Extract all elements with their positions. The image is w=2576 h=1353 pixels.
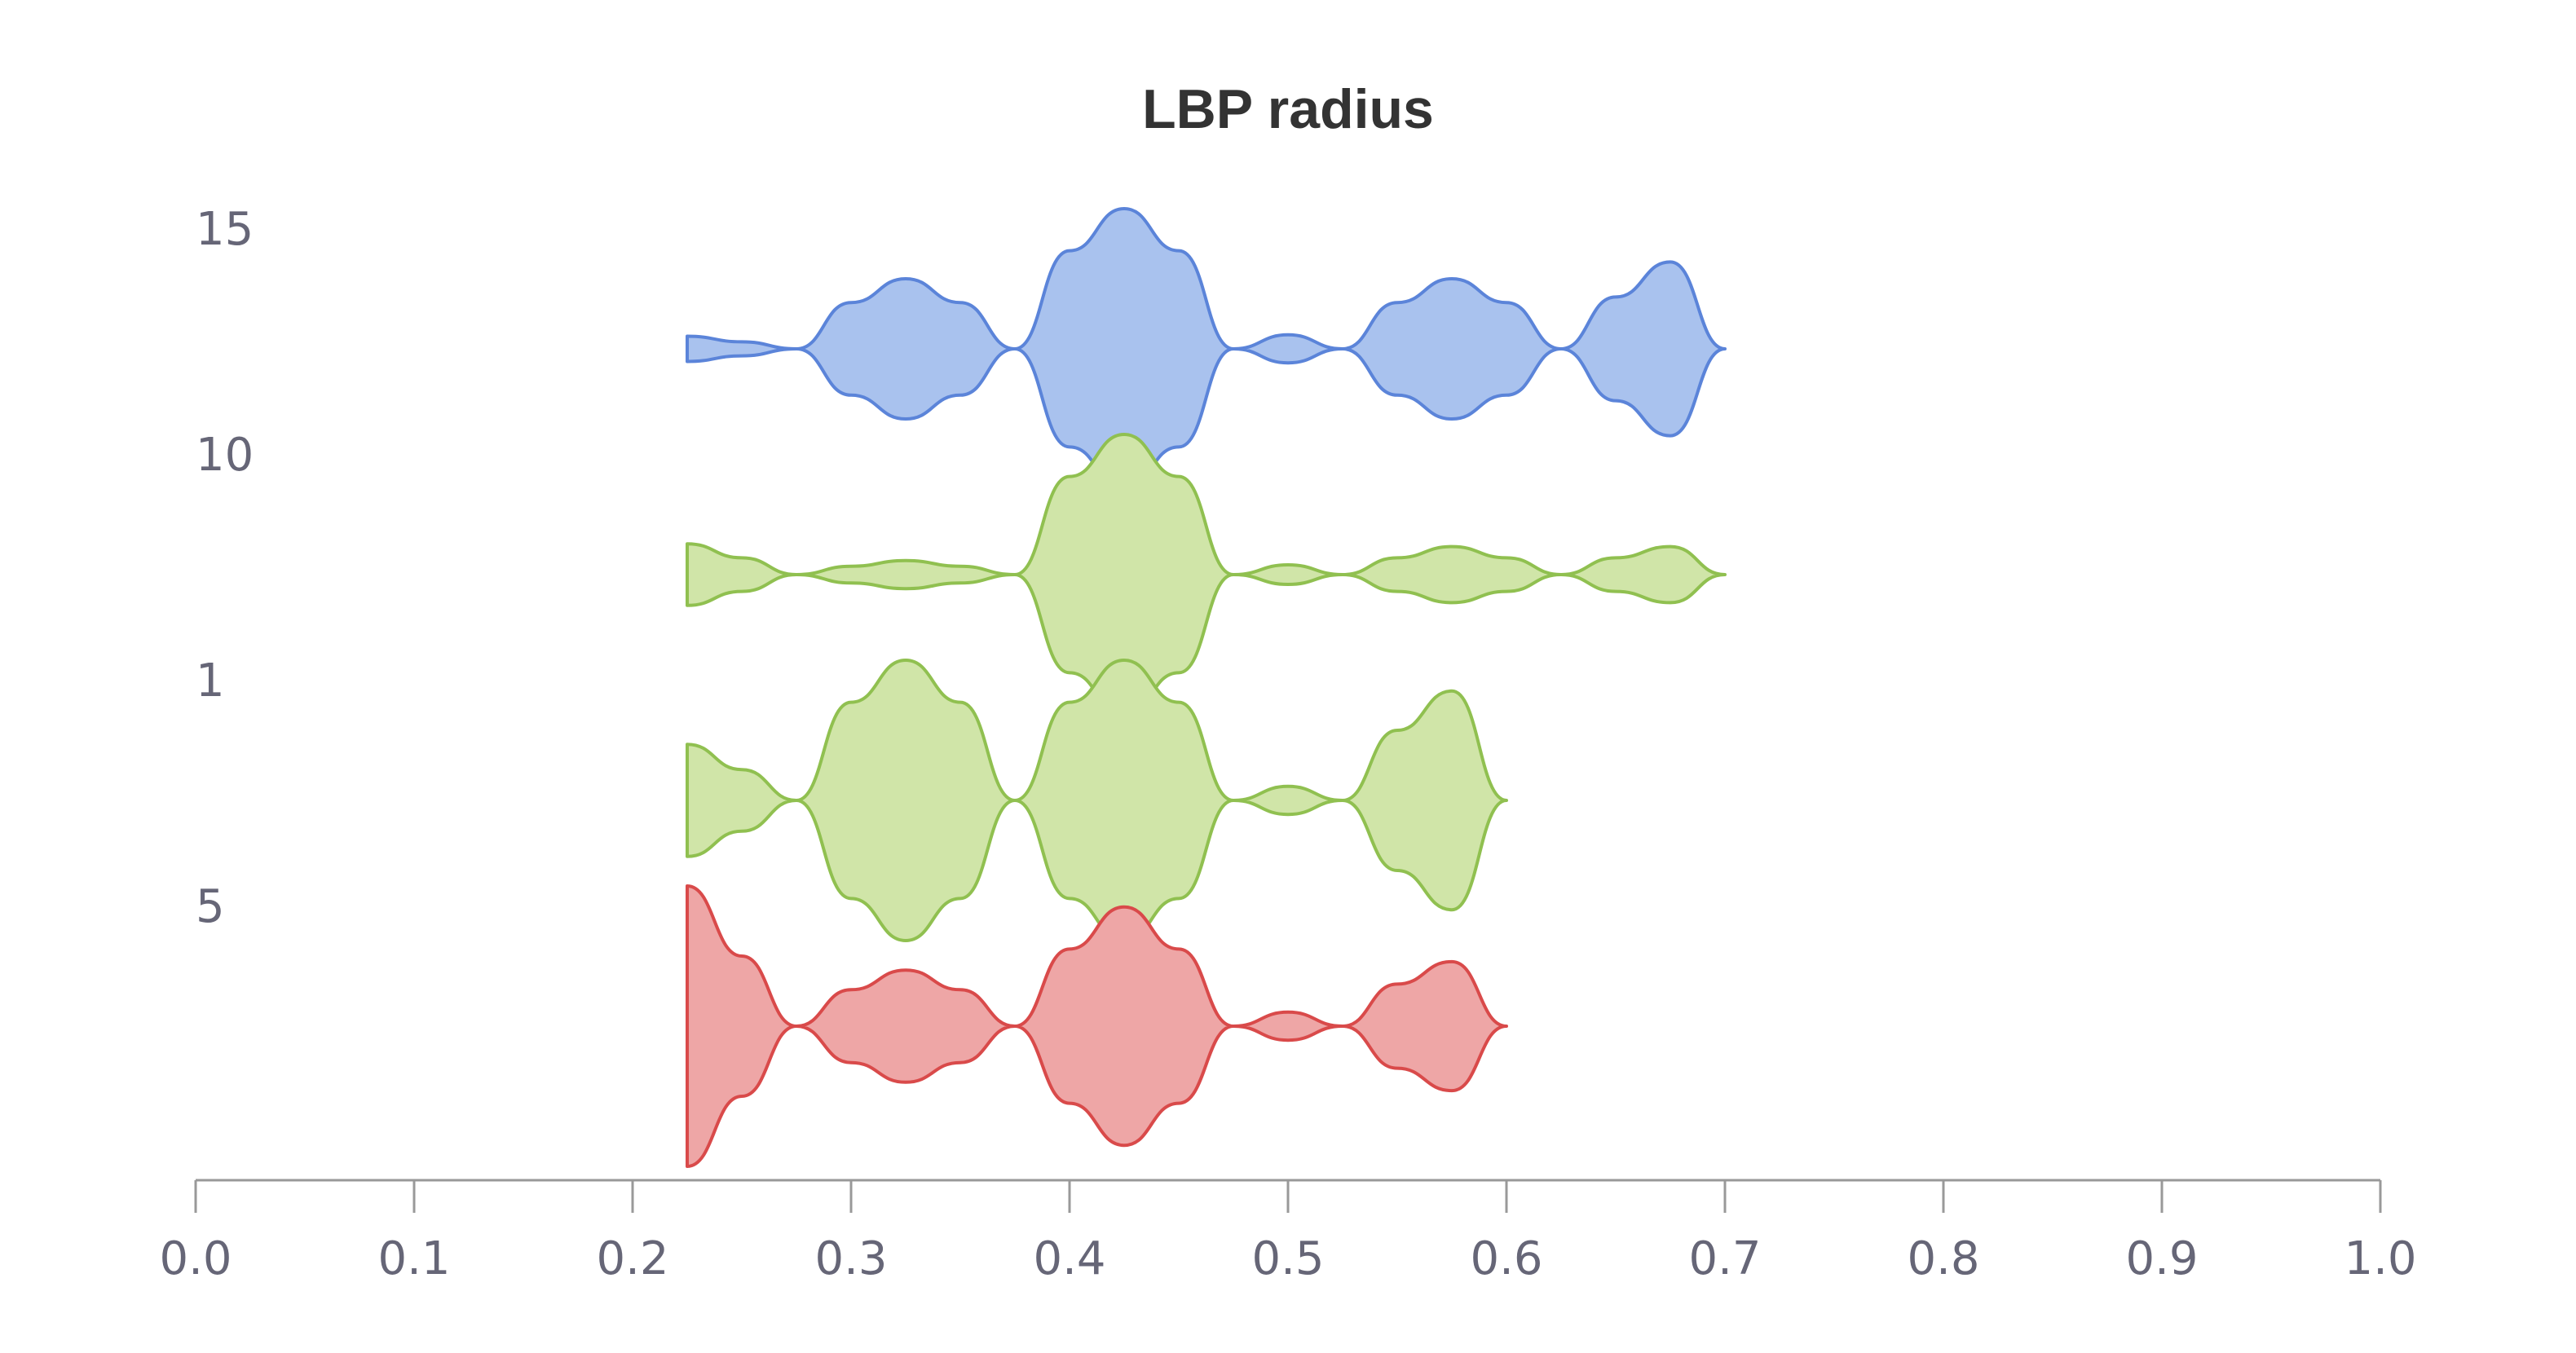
x-tick-label: 1.0 (2344, 1232, 2416, 1285)
x-tick-label: 0.9 (2125, 1232, 2198, 1285)
x-tick-label: 0.4 (1033, 1232, 1105, 1285)
x-tick-label: 0.5 (1251, 1232, 1324, 1285)
x-tick-label: 0.8 (1907, 1232, 1979, 1285)
violin-10 (686, 433, 1727, 716)
category-label: 1 (196, 654, 225, 707)
x-tick-label: 0.6 (1470, 1232, 1542, 1285)
x-tick-label: 0.1 (377, 1232, 450, 1285)
violin-1 (686, 659, 1508, 942)
x-tick-label: 0.3 (814, 1232, 887, 1285)
violins-group (686, 207, 1727, 1168)
category-label: 5 (196, 880, 225, 933)
chart-title: LBP radius (1142, 78, 1434, 140)
violin-15 (686, 207, 1727, 491)
violin-5 (686, 884, 1508, 1168)
x-axis: 0.0 0.1 0.2 0.3 0.4 0.5 0.6 0.7 0.8 0.9 1.0 (159, 1179, 2417, 1285)
category-label: 15 (196, 203, 254, 256)
x-tick-label: 0.0 (159, 1232, 232, 1285)
x-tick-label: 0.2 (596, 1232, 668, 1285)
x-tick-label: 0.7 (1688, 1232, 1761, 1285)
category-label: 10 (196, 429, 254, 482)
